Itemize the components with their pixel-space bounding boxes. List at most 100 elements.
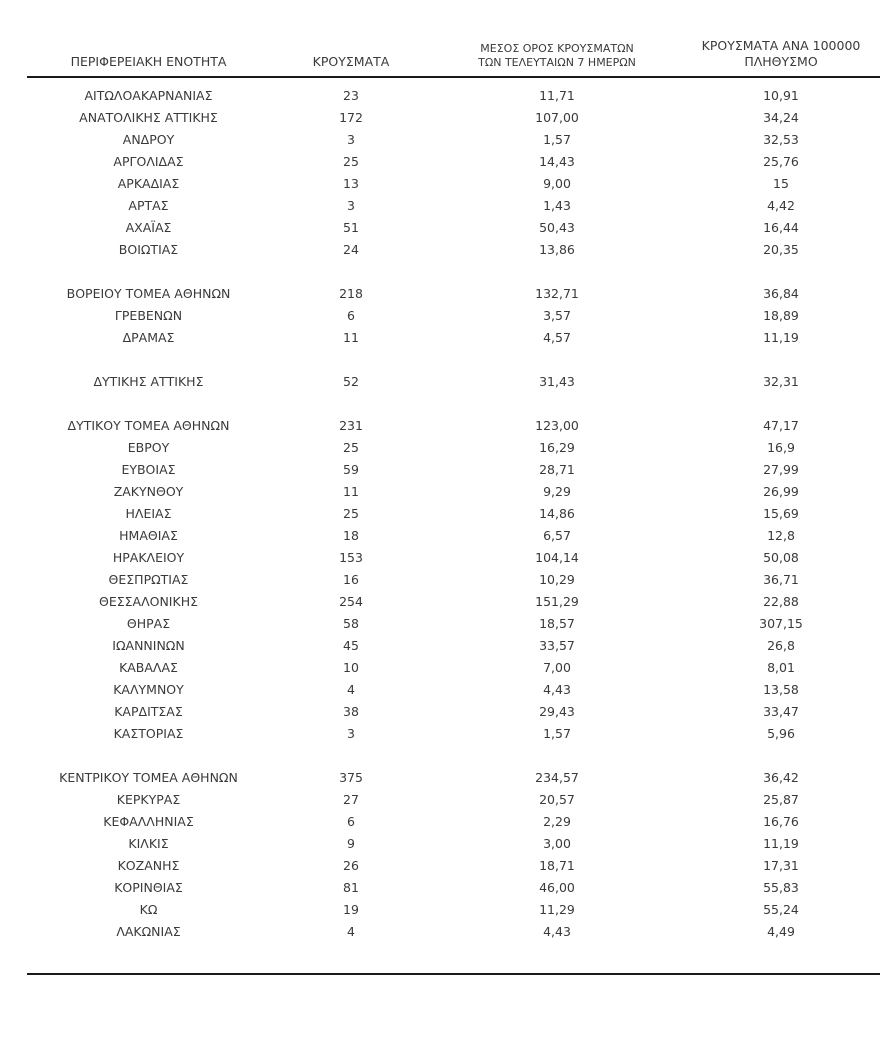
per100k-cell: 55,83 [763, 879, 799, 895]
cases-cell: 18 [343, 527, 359, 543]
per100k-cell: 50,08 [763, 549, 799, 565]
cases-cell: 25 [343, 153, 359, 169]
avg7-cell: 13,86 [539, 241, 575, 257]
table-row: ΓΡΕΒΕΝΩΝ 6 3,57 18,89 [27, 305, 880, 327]
avg7-cell: 46,00 [539, 879, 575, 895]
per100k-cell: 36,42 [763, 769, 799, 785]
cases-cell: 25 [343, 439, 359, 455]
per100k-cell: 18,89 [763, 307, 799, 323]
avg7-cell: 4,57 [543, 329, 571, 345]
table-row: ΗΜΑΘΙΑΣ 18 6,57 12,8 [27, 525, 880, 547]
per100k-cell: 13,58 [763, 681, 799, 697]
table-row: ΖΑΚΥΝΘΟΥ 11 9,29 26,99 [27, 481, 880, 503]
region-cell: ΚΟΡΙΝΘΙΑΣ [114, 879, 183, 895]
per100k-cell: 32,53 [763, 131, 799, 147]
avg7-cell: 10,29 [539, 571, 575, 587]
table-row: ΒΟΙΩΤΙΑΣ 24 13,86 20,35 [27, 239, 880, 261]
avg7-cell: 11,29 [539, 901, 575, 917]
avg7-cell: 7,00 [543, 659, 571, 675]
cases-cell: 9 [347, 835, 355, 851]
avg7-cell: 28,71 [539, 461, 575, 477]
region-cell: ΚΟΖΑΝΗΣ [117, 857, 180, 873]
cases-cell: 172 [339, 109, 363, 125]
column-header-per100k-line1: ΚΡΟΥΣΜΑΤΑ ΑΝΑ 100000 [701, 38, 861, 53]
per100k-cell: 20,35 [763, 241, 799, 257]
cases-cell: 26 [343, 857, 359, 873]
per100k-cell: 12,8 [767, 527, 795, 543]
region-cell: ΚΑΛΥΜΝΟΥ [113, 681, 184, 697]
cases-cell: 218 [339, 285, 363, 301]
table-row: ΚΩ 19 11,29 55,24 [27, 899, 880, 921]
region-cell: ΑΧΑΪΑΣ [125, 219, 172, 235]
cases-cell: 3 [347, 131, 355, 147]
table-row: ΕΥΒΟΙΑΣ 59 28,71 27,99 [27, 459, 880, 481]
avg7-cell: 132,71 [535, 285, 579, 301]
cases-cell: 16 [343, 571, 359, 587]
avg7-cell: 151,29 [535, 593, 579, 609]
table-row: ΘΕΣΣΑΛΟΝΙΚΗΣ 254 151,29 22,88 [27, 591, 880, 613]
column-header-avg7-line2: ΤΩΝ ΤΕΛΕΥΤΑΙΩΝ 7 ΗΜΕΡΩΝ [478, 56, 636, 70]
region-cell: ΒΟΙΩΤΙΑΣ [118, 241, 179, 257]
avg7-cell: 14,86 [539, 505, 575, 521]
per100k-cell: 17,31 [763, 857, 799, 873]
region-cell: ΕΥΒΟΙΑΣ [121, 461, 176, 477]
per100k-cell: 32,31 [763, 373, 799, 389]
region-cell: ΚΕΝΤΡΙΚΟΥ ΤΟΜΕΑ ΑΘΗΝΩΝ [59, 769, 238, 785]
per100k-cell: 16,9 [767, 439, 795, 455]
region-cell: ΛΑΚΩΝΙΑΣ [116, 923, 181, 939]
table-row: ΚΕΝΤΡΙΚΟΥ ΤΟΜΕΑ ΑΘΗΝΩΝ 375 234,57 36,42 [27, 767, 880, 789]
cases-cell: 11 [343, 329, 359, 345]
table-row: ΚΑΡΔΙΤΣΑΣ 38 29,43 33,47 [27, 701, 880, 723]
avg7-cell: 6,57 [543, 527, 571, 543]
column-header-avg7-line1: ΜΕΣΟΣ ΟΡΟΣ ΚΡΟΥΣΜΑΤΩΝ [480, 41, 634, 55]
cases-cell: 254 [339, 593, 363, 609]
per100k-cell: 36,71 [763, 571, 799, 587]
cases-cell: 153 [339, 549, 363, 565]
per100k-cell: 15 [773, 175, 789, 191]
avg7-cell: 4,43 [543, 923, 571, 939]
cases-cell: 3 [347, 725, 355, 741]
cases-cell: 6 [347, 307, 355, 323]
per100k-cell: 34,24 [763, 109, 799, 125]
table-row: ΗΛΕΙΑΣ 25 14,86 15,69 [27, 503, 880, 525]
region-cell: ΑΡΤΑΣ [128, 197, 169, 213]
per100k-cell: 25,76 [763, 153, 799, 169]
cases-cell: 45 [343, 637, 359, 653]
column-header-avg7: ΜΕΣΟΣ ΟΡΟΣ ΚΡΟΥΣΜΑΤΩΝ ΤΩΝ ΤΕΛΕΥΤΑΙΩΝ 7 Η… [432, 42, 682, 71]
document-page: ΠΕΡΙΦΕΡΕΙΑΚΗ ΕΝΟΤΗΤΑ ΚΡΟΥΣΜΑΤΑ ΜΕΣΟΣ ΟΡΟ… [0, 38, 880, 1037]
avg7-cell: 3,00 [543, 835, 571, 851]
cases-cell: 4 [347, 923, 355, 939]
avg7-cell: 33,57 [539, 637, 575, 653]
table-row: ΘΕΣΠΡΩΤΙΑΣ 16 10,29 36,71 [27, 569, 880, 591]
table-row: ΑΝΑΤΟΛΙΚΗΣ ΑΤΤΙΚΗΣ 172 107,00 34,24 [27, 107, 880, 129]
region-cell: ΖΑΚΥΝΘΟΥ [113, 483, 184, 499]
region-cell: ΗΛΕΙΑΣ [125, 505, 172, 521]
table-row: ΑΧΑΪΑΣ 51 50,43 16,44 [27, 217, 880, 239]
avg7-cell: 9,29 [543, 483, 571, 499]
avg7-cell: 1,57 [543, 131, 571, 147]
region-cell: ΘΕΣΠΡΩΤΙΑΣ [108, 571, 189, 587]
cases-cell: 51 [343, 219, 359, 235]
per100k-cell: 33,47 [763, 703, 799, 719]
table-row: ΑΡΚΑΔΙΑΣ 13 9,00 15 [27, 173, 880, 195]
table-row: ΘΗΡΑΣ 58 18,57 307,15 [27, 613, 880, 635]
table-row: ΑΙΤΩΛΟΑΚΑΡΝΑΝΙΑΣ 23 11,71 10,91 [27, 85, 880, 107]
avg7-cell: 2,29 [543, 813, 571, 829]
avg7-cell: 14,43 [539, 153, 575, 169]
region-cell: ΚΙΛΚΙΣ [128, 835, 169, 851]
cases-cell: 11 [343, 483, 359, 499]
per100k-cell: 307,15 [759, 615, 803, 631]
regional-cases-table: ΠΕΡΙΦΕΡΕΙΑΚΗ ΕΝΟΤΗΤΑ ΚΡΟΥΣΜΑΤΑ ΜΕΣΟΣ ΟΡΟ… [27, 38, 880, 975]
table-row: ΛΑΚΩΝΙΑΣ 4 4,43 4,49 [27, 921, 880, 943]
cases-cell: 231 [339, 417, 363, 433]
avg7-cell: 1,43 [543, 197, 571, 213]
region-cell: ΑΡΓΟΛΙΔΑΣ [113, 153, 184, 169]
cases-cell: 59 [343, 461, 359, 477]
avg7-cell: 9,00 [543, 175, 571, 191]
bottom-rule [27, 972, 880, 975]
cases-cell: 58 [343, 615, 359, 631]
avg7-cell: 18,57 [539, 615, 575, 631]
per100k-cell: 15,69 [763, 505, 799, 521]
avg7-cell: 123,00 [535, 417, 579, 433]
per100k-cell: 8,01 [767, 659, 795, 675]
